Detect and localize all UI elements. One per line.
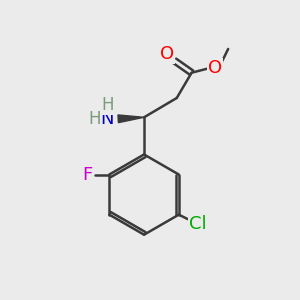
Text: F: F — [82, 166, 92, 184]
Text: Cl: Cl — [189, 214, 207, 232]
Text: H: H — [101, 96, 114, 114]
Text: O: O — [208, 59, 222, 77]
Text: H: H — [88, 110, 101, 128]
Text: O: O — [160, 45, 174, 63]
Polygon shape — [118, 115, 144, 123]
Text: N: N — [101, 110, 114, 128]
